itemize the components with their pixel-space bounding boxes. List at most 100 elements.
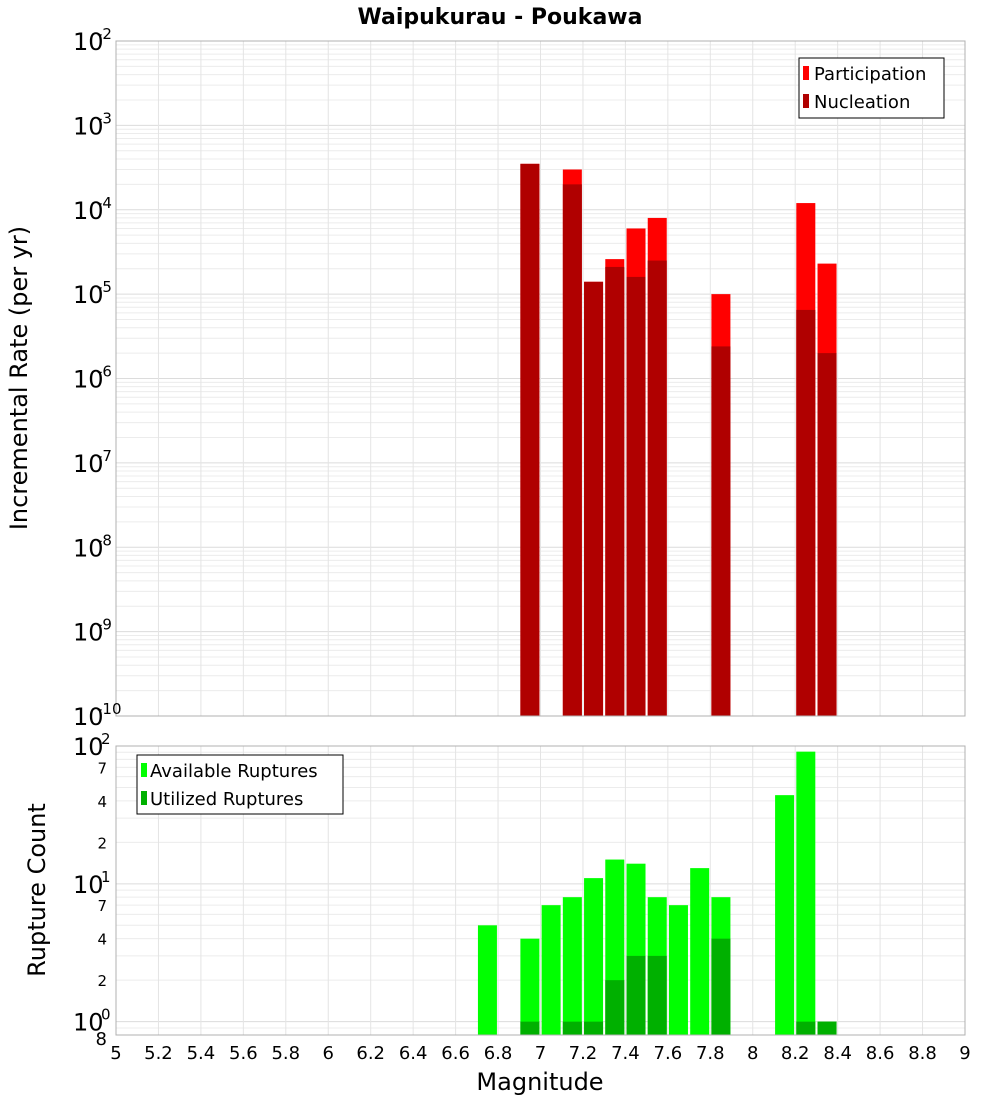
bar-nucleation-8 <box>817 353 837 716</box>
x-tick-label: 7.2 <box>569 1043 598 1064</box>
bottom-legend: Available Ruptures Utilized Ruptures <box>136 754 344 815</box>
y-tick-label: 10 <box>73 112 104 140</box>
y-tick-exponent: -3 <box>97 109 112 127</box>
y-tick-label: 10 <box>73 733 104 761</box>
bar-utilized-5 <box>647 955 667 1035</box>
x-tick-label: 5.4 <box>187 1043 216 1064</box>
x-tick-label: 8.4 <box>823 1043 852 1064</box>
bar-utilized-1 <box>562 1021 582 1035</box>
y-minor-tick-label: 7 <box>97 759 107 777</box>
y-tick-exponent: -4 <box>97 194 112 212</box>
bar-nucleation-3 <box>605 266 625 716</box>
bar-utilized-7 <box>796 1021 816 1035</box>
y-tick-exponent: 0 <box>101 1006 111 1024</box>
chart-title: Waipukurau - Poukawa <box>358 5 643 30</box>
bar-available-4 <box>584 878 604 1035</box>
top-bars <box>520 163 837 717</box>
y-tick-exponent: -8 <box>97 531 112 549</box>
y-tick-exponent: 1 <box>101 868 111 886</box>
y-tick-exponent: -2 <box>97 25 112 43</box>
y-tick-label: 10 <box>73 28 104 56</box>
y-tick-label: 10 <box>73 703 104 731</box>
bar-utilized-0 <box>520 1021 540 1035</box>
x-tick-label: 8.6 <box>866 1043 895 1064</box>
legend-swatch-utilized <box>141 791 147 805</box>
top-grid <box>115 41 966 717</box>
y-tick-label: 10 <box>73 450 104 478</box>
y-tick-label: 10 <box>73 366 104 394</box>
legend-swatch-nucleation <box>803 94 809 108</box>
x-tick-label: 6.4 <box>399 1043 428 1064</box>
x-tick-label: 6.8 <box>484 1043 513 1064</box>
bar-available-9 <box>690 868 710 1035</box>
x-tick-label: 5.2 <box>144 1043 173 1064</box>
x-axis-label: Magnitude <box>476 1068 603 1096</box>
top-legend: Participation Nucleation <box>798 57 945 119</box>
x-tick-label: 6.6 <box>441 1043 470 1064</box>
bar-nucleation-4 <box>626 276 646 716</box>
bar-available-0 <box>477 925 497 1035</box>
bar-nucleation-1 <box>562 184 582 717</box>
top-y-axis-label: Incremental Rate (per yr) <box>5 226 33 530</box>
bar-available-1 <box>520 938 540 1035</box>
x-tick-label: 8.2 <box>781 1043 810 1064</box>
x-tick-label: 8.8 <box>908 1043 937 1064</box>
y-tick-label: 10 <box>73 871 104 899</box>
bar-nucleation-2 <box>584 281 604 716</box>
y-minor-tick-label: 4 <box>97 931 107 949</box>
bar-nucleation-7 <box>796 309 816 716</box>
bar-utilized-4 <box>626 955 646 1035</box>
y-tick-label: 10 <box>73 197 104 225</box>
bar-utilized-2 <box>584 1021 604 1035</box>
y-minor-tick-label: 2 <box>97 972 107 990</box>
x-tick-label: 6 <box>323 1043 334 1064</box>
bottom-y-axis-label: Rupture Count <box>23 803 51 977</box>
y-tick-exponent: -10 <box>97 700 122 718</box>
y-tick-label: 10 <box>73 1009 104 1037</box>
x-tick-label: 7.8 <box>696 1043 725 1064</box>
y-minor-tick-label: 7 <box>97 897 107 915</box>
bar-utilized-8 <box>817 1021 837 1035</box>
x-tick-label: 8 <box>747 1043 758 1064</box>
bar-available-8 <box>668 905 688 1035</box>
y-tick-exponent: 2 <box>101 730 111 748</box>
bar-available-3 <box>562 897 582 1035</box>
x-tick-label: 5 <box>110 1043 121 1064</box>
bar-available-2 <box>541 905 561 1035</box>
bar-available-12 <box>796 751 816 1035</box>
y-tick-exponent: -5 <box>97 278 112 296</box>
y-tick-label: 10 <box>73 619 104 647</box>
x-tick-label: 5.8 <box>271 1043 300 1064</box>
x-tick-label: 6.2 <box>356 1043 385 1064</box>
bar-utilized-3 <box>605 980 625 1035</box>
y-tick-label: 10 <box>73 281 104 309</box>
legend-swatch-participation <box>803 66 809 80</box>
y-tick-exponent: -9 <box>97 616 112 634</box>
x-tick-label: 5.6 <box>229 1043 258 1064</box>
bar-available-11 <box>775 795 795 1035</box>
legend-swatch-available <box>141 763 147 777</box>
y-tick-exponent: -6 <box>97 363 112 381</box>
x-tick-labels: 5 5.2 5.4 5.6 5.8 6 6.2 6.4 6.6 6.8 7 7.2 7.4 7.6 7.8 8… <box>110 1043 970 1064</box>
y-tick-exponent: -7 <box>97 447 112 465</box>
legend-label-available: Available Ruptures <box>150 761 318 782</box>
y-minor-tick-label: 2 <box>97 834 107 852</box>
x-tick-label: 7.6 <box>654 1043 683 1064</box>
legend-label-nucleation: Nucleation <box>814 92 910 113</box>
x-tick-label: 7.4 <box>611 1043 640 1064</box>
bar-utilized-6 <box>711 938 731 1035</box>
bottom-bars <box>477 751 837 1035</box>
legend-label-participation: Participation <box>814 64 926 85</box>
x-tick-label: 9 <box>959 1043 970 1064</box>
y-tick-label: 10 <box>73 534 104 562</box>
bar-nucleation-6 <box>711 346 731 716</box>
bar-nucleation-5 <box>647 260 667 716</box>
bar-nucleation-0 <box>520 163 540 717</box>
legend-label-utilized: Utilized Ruptures <box>150 789 303 810</box>
y-minor-tick-label: 4 <box>97 793 107 811</box>
